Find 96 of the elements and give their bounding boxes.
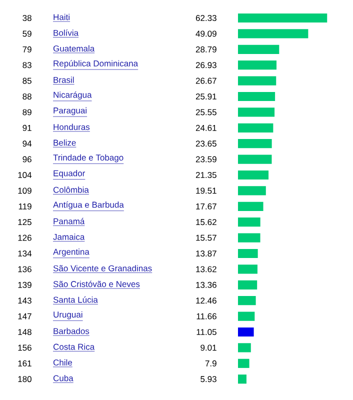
y-tick-label: Colômbia: [53, 186, 89, 193]
data-label: 49.09: [196, 30, 216, 37]
y-tick-label: Costa Rica: [53, 344, 95, 350]
text: 104: [18, 172, 32, 178]
y-tick-label: Honduras: [54, 124, 90, 130]
bar: [238, 296, 256, 306]
bar: [238, 358, 250, 368]
y-tick-label: Belize: [54, 139, 76, 146]
data-label: 62.33: [196, 15, 216, 22]
text: 109: [18, 188, 32, 194]
y-tick-label: Equador: [54, 170, 86, 178]
y-tick-label: São Cristóvão e Neves: [53, 280, 140, 288]
text: 156: [18, 344, 32, 351]
data-label: 26.67: [196, 78, 216, 84]
data-label: 17.67: [196, 203, 216, 210]
bar: [238, 233, 260, 242]
bar: [238, 312, 255, 321]
data-label: 7.9: [205, 360, 216, 366]
y-tick-label: Bolívia: [54, 30, 79, 36]
text: 143: [18, 298, 32, 304]
bar: [238, 92, 276, 102]
data-label: 21.35: [196, 172, 216, 178]
data-label: 24.61: [196, 124, 216, 131]
bar: [238, 139, 272, 148]
text: 180: [18, 376, 32, 382]
y-tick-label: Paraguai: [54, 107, 86, 116]
bar: [238, 248, 258, 258]
bar: [238, 374, 246, 384]
data-label: 13.62: [196, 266, 216, 272]
y-tick-label: República Dominicana: [54, 60, 138, 68]
text: 147: [18, 313, 32, 320]
data-label: 12.46: [196, 298, 216, 304]
bar: [238, 108, 275, 117]
y-tick-label: Panamá: [54, 218, 85, 224]
bar: [238, 264, 258, 274]
bar: [238, 154, 272, 164]
bar: [238, 218, 260, 227]
y-tick-label: Uruguai: [54, 311, 82, 320]
bar: [238, 44, 280, 54]
y-tick-label: Antígua e Barbuda: [53, 201, 124, 210]
bar: [238, 170, 269, 180]
text: 59: [22, 30, 32, 37]
bar: [238, 13, 328, 23]
y-tick-label: Cuba: [53, 374, 74, 382]
data-label: 28.79: [196, 46, 216, 52]
text: 119: [18, 203, 32, 210]
bar: [238, 60, 276, 70]
y-tick-label: Haiti: [54, 14, 70, 20]
data-label: 25.55: [196, 109, 216, 116]
text: 85: [22, 78, 32, 84]
bar: [238, 29, 308, 38]
bar: [238, 327, 254, 337]
text: 94: [22, 140, 32, 147]
data-label: 19.51: [196, 188, 216, 194]
data-label: 11.05: [196, 329, 216, 336]
data-label: 5.93: [200, 376, 216, 382]
data-label: 9.01: [200, 344, 216, 351]
y-tick-label: Argentina: [53, 248, 90, 256]
y-tick-label: Barbados: [54, 328, 90, 334]
data-label: 15.62: [196, 219, 216, 226]
data-label: 15.57: [196, 234, 216, 241]
text: 136: [18, 266, 32, 272]
bar: [238, 202, 264, 211]
data-label: 13.36: [196, 282, 216, 288]
text: 89: [22, 109, 32, 116]
text: 125: [18, 219, 32, 226]
data-label: 25.91: [196, 94, 216, 100]
bar: [238, 186, 266, 196]
bar: [238, 76, 276, 86]
y-tick-label: Brasil: [54, 76, 74, 83]
text: 38: [22, 15, 32, 22]
data-label: 23.59: [196, 156, 216, 162]
text: 148: [18, 329, 32, 336]
text: 161: [18, 360, 32, 366]
text: 91: [22, 124, 32, 131]
text: 139: [18, 282, 32, 288]
y-tick-label: Santa Lúcia: [53, 296, 98, 303]
bar: [238, 280, 258, 290]
y-tick-label: Chile: [53, 359, 72, 366]
data-label: 26.93: [196, 62, 216, 68]
y-tick-label: Nicarágua: [54, 92, 92, 100]
bar: [238, 343, 251, 352]
y-tick-label: São Vicente e Granadinas: [53, 265, 152, 272]
data-label: 13.87: [196, 250, 216, 257]
text: 134: [18, 250, 32, 257]
y-tick-label: Trindade e Tobago: [53, 154, 124, 162]
y-tick-label: Jamaica: [53, 234, 85, 240]
data-label: 23.65: [196, 140, 216, 147]
text: 126: [18, 234, 32, 241]
text: 79: [22, 46, 32, 52]
y-tick-label: Guatemala: [53, 45, 95, 52]
text: 88: [22, 94, 32, 100]
bar: [238, 123, 274, 132]
data-label: 11.66: [196, 313, 216, 320]
text: 96: [22, 156, 32, 162]
text: 83: [22, 62, 32, 68]
